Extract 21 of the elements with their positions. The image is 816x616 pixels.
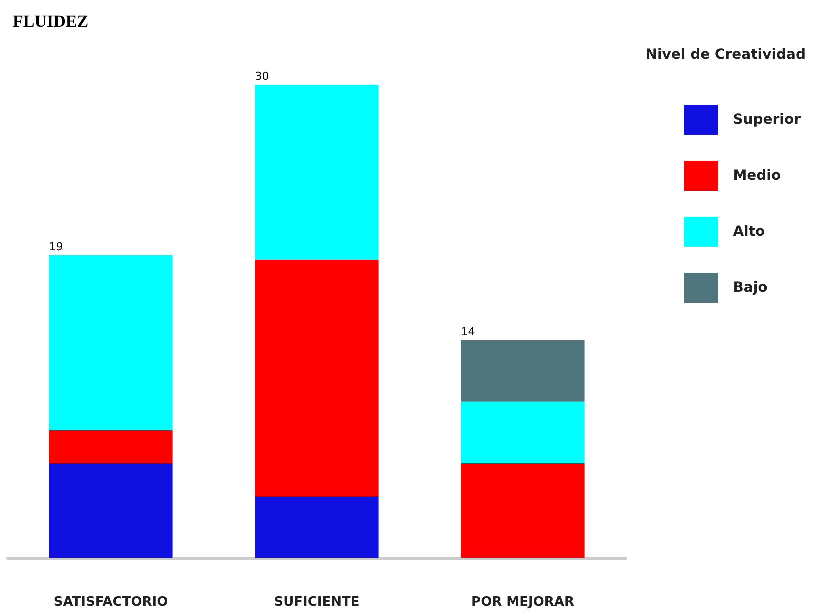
legend-label: Bajo — [733, 280, 768, 296]
annotation: 14 — [461, 325, 476, 338]
x-tick-label: POR MEJORAR — [472, 595, 574, 610]
legend-label: Alto — [733, 224, 766, 240]
bar — [461, 463, 585, 558]
bar — [461, 402, 585, 464]
bar — [255, 85, 379, 260]
x-tick-label: SATISFACTORIO — [54, 595, 168, 610]
legend-label: Superior — [733, 112, 802, 128]
bar — [461, 340, 585, 402]
bar — [255, 260, 379, 497]
bar — [255, 496, 379, 558]
bar — [49, 430, 173, 464]
annotation: 19 — [49, 240, 64, 254]
x-tick-label: SUFICIENTE — [274, 595, 360, 610]
legend-label: Medio — [733, 168, 782, 184]
bar — [49, 463, 173, 558]
legend-title: Nivel de Creatividad — [646, 47, 806, 63]
bar — [49, 255, 173, 430]
chart-title: FLUIDEZ — [13, 12, 89, 31]
text: 30 — [255, 70, 270, 83]
